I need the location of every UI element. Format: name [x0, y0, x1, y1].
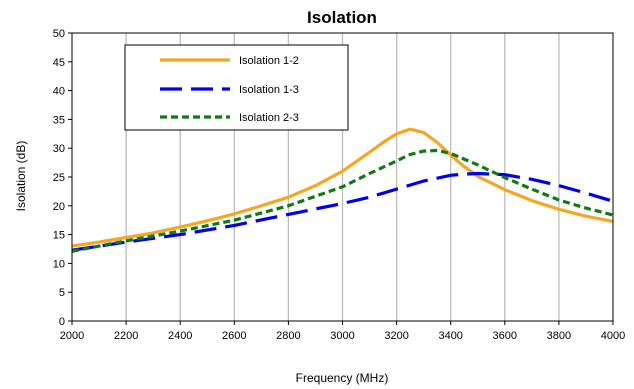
x-tick-label: 2600 — [222, 330, 246, 342]
y-tick-label: 50 — [53, 28, 65, 40]
y-tick-label: 15 — [53, 230, 65, 242]
x-tick-label: 2400 — [168, 330, 192, 342]
y-tick-label: 25 — [53, 172, 65, 184]
legend-label-isolation-1-2: Isolation 1-2 — [239, 55, 299, 67]
legend-label-isolation-1-3: Isolation 1-3 — [239, 84, 299, 96]
x-tick-label: 3600 — [493, 330, 517, 342]
y-tick-label: 0 — [59, 316, 65, 328]
x-tick-label: 2800 — [276, 330, 300, 342]
x-tick-label: 2200 — [114, 330, 138, 342]
y-tick-label: 35 — [53, 114, 65, 126]
x-tick-label: 4000 — [601, 330, 625, 342]
y-tick-label: 30 — [53, 143, 65, 155]
y-tick-label: 10 — [53, 258, 65, 270]
x-tick-label: 3400 — [438, 330, 462, 342]
series-line-isolation-1-2 — [71, 127, 614, 248]
y-tick-label: 20 — [53, 201, 65, 213]
series-line-isolation-1-3 — [71, 171, 614, 252]
axis-ticks: 0 5 10 15 20 25 30 35 40 45 50 2000 2200 2400 2600 2800… — [53, 28, 625, 342]
y-tick-label: 45 — [53, 57, 65, 69]
y-tick-label: 5 — [59, 287, 65, 299]
x-tick-label: 3000 — [330, 330, 354, 342]
x-tick-label: 3800 — [547, 330, 571, 342]
x-tick-label: 2000 — [60, 330, 84, 342]
legend-box — [124, 44, 349, 131]
x-tick-label: 3200 — [384, 330, 408, 342]
chart-title: Isolation — [307, 8, 377, 27]
series-line-isolation-2-3 — [71, 148, 614, 253]
legend: Isolation 1-2 Isolation 1-3 Isolation 2-… — [124, 44, 349, 131]
y-axis-label: Isolation (dB) — [14, 141, 28, 212]
y-tick-label: 40 — [53, 86, 65, 98]
series-layer — [71, 127, 614, 253]
x-axis-label: Frequency (MHz) — [296, 371, 389, 385]
legend-label-isolation-2-3: Isolation 2-3 — [239, 112, 299, 124]
